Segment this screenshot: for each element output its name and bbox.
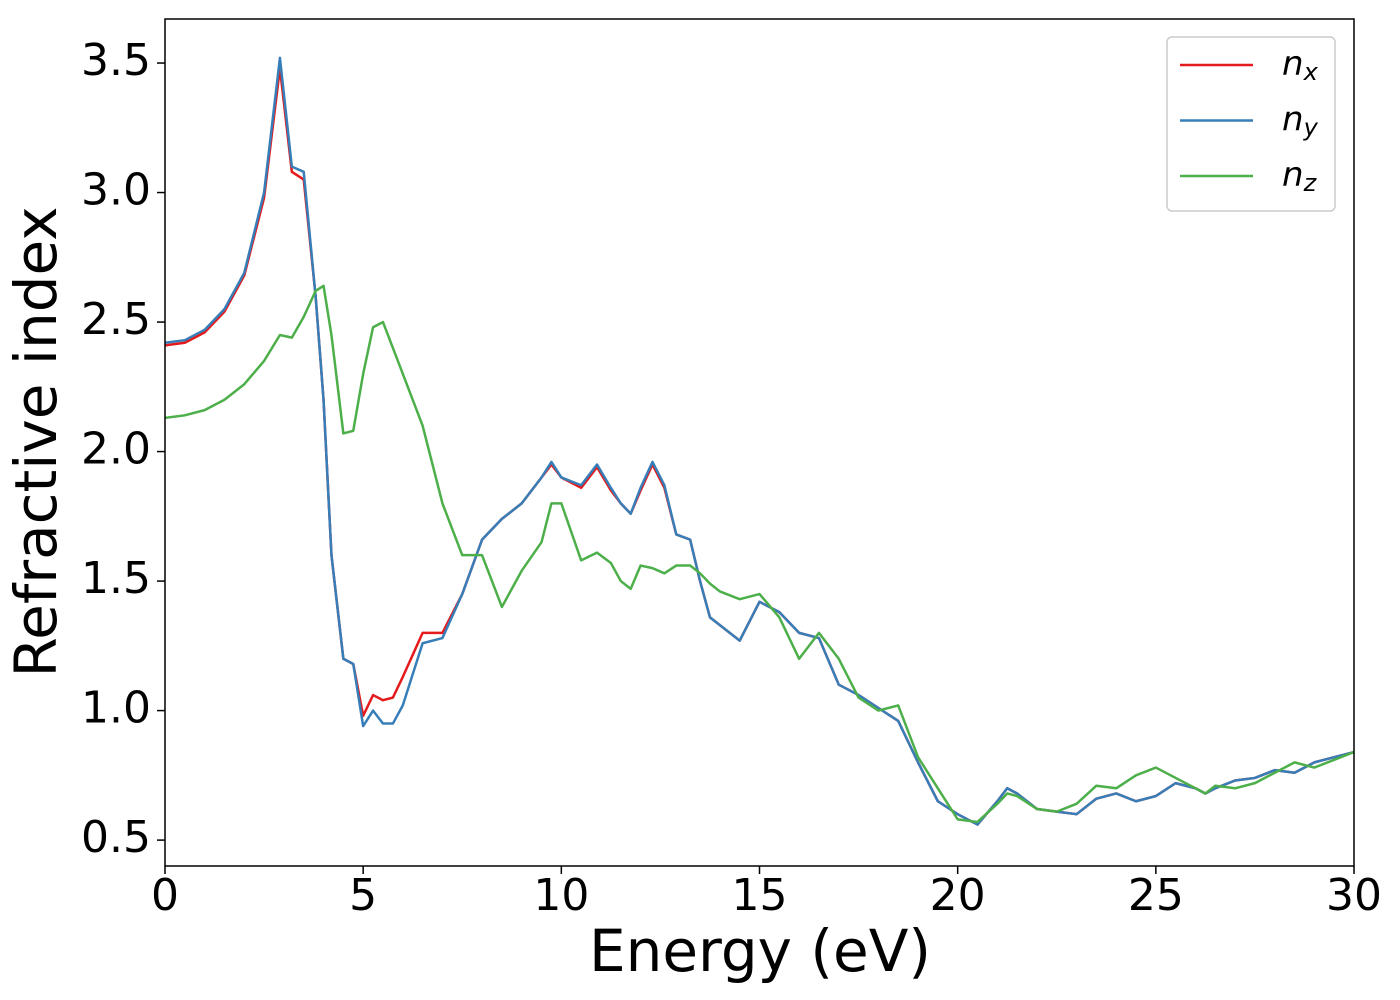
- y-tick-label: 3.0: [81, 165, 151, 216]
- x-tick-label: 25: [1128, 870, 1184, 921]
- y-tick-label: 2.5: [81, 294, 151, 345]
- y-tick-label: 3.5: [81, 35, 151, 86]
- y-tick-label: 2.0: [81, 424, 151, 475]
- x-axis-label: Energy (eV): [589, 917, 931, 985]
- y-tick-label: 1.5: [81, 553, 151, 604]
- y-axis-label: Refractive index: [2, 206, 70, 677]
- x-tick-label: 5: [349, 870, 377, 921]
- x-tick-label: 0: [151, 870, 179, 921]
- series-line: [165, 284, 1354, 824]
- legend-label: nx: [1282, 44, 1319, 87]
- legend-label: nz: [1282, 155, 1318, 198]
- series-line: [165, 56, 1354, 826]
- y-tick-label: 1.0: [81, 683, 151, 734]
- legend-label: ny: [1282, 99, 1319, 142]
- x-tick-label: 20: [930, 870, 986, 921]
- x-tick-label: 15: [732, 870, 788, 921]
- x-tick-label: 30: [1326, 870, 1382, 921]
- y-tick-label: 0.5: [81, 812, 151, 863]
- x-tick-label: 10: [533, 870, 589, 921]
- legend-box: [1166, 36, 1336, 212]
- plot-frame: [164, 18, 1355, 867]
